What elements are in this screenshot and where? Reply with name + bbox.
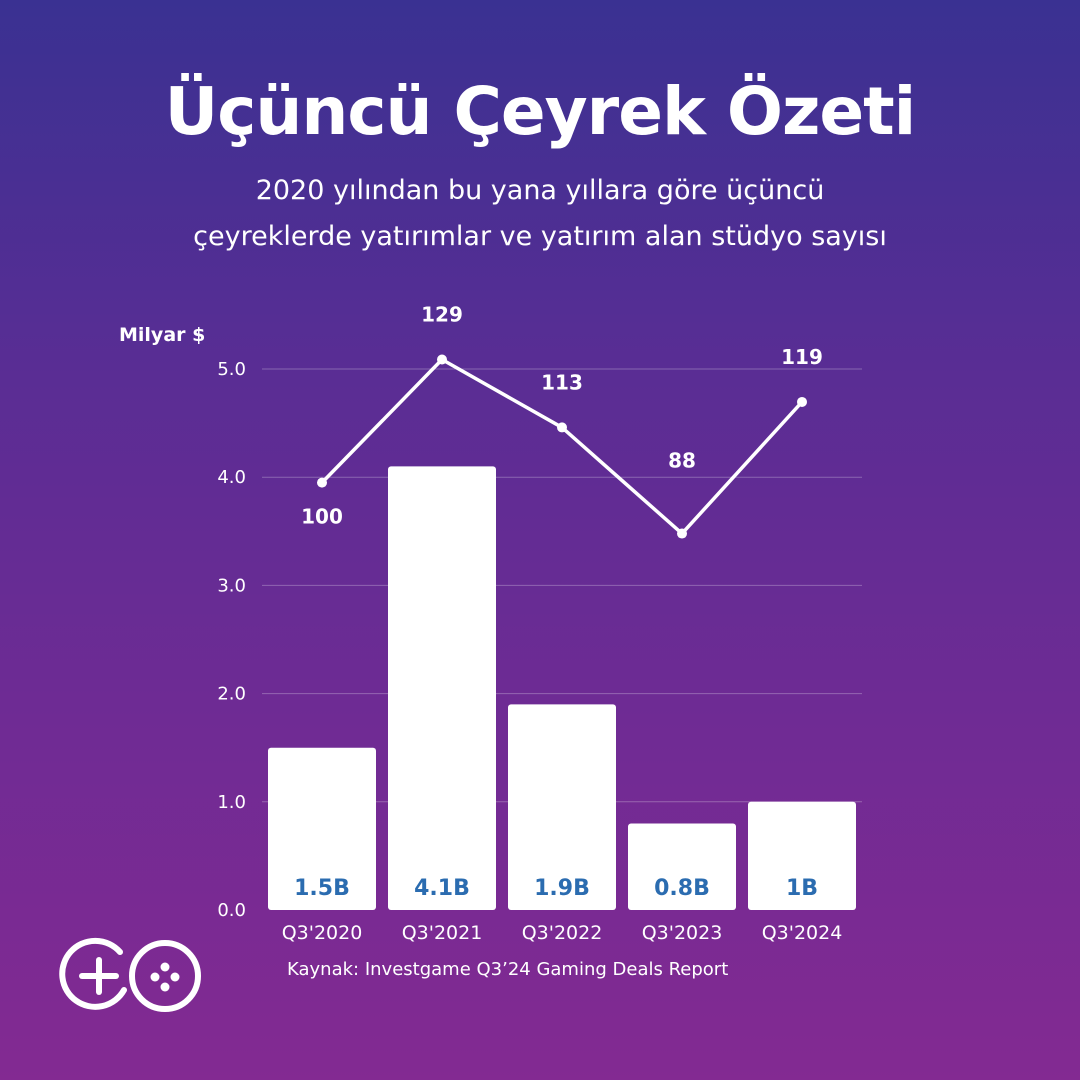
line-point-label: 129 [421, 303, 463, 327]
source-note: Kaynak: Investgame Q3’24 Gaming Deals Re… [287, 959, 729, 980]
y-tick-label: 2.0 [217, 684, 246, 705]
bar [628, 823, 736, 910]
x-tick-label: Q3'2024 [762, 922, 843, 944]
line-point-label: 113 [541, 370, 583, 394]
line-layer [317, 354, 807, 539]
bar-value-label: 1.9B [534, 876, 590, 901]
y-tick-label: 3.0 [217, 575, 246, 596]
line-point-label: 88 [668, 449, 696, 473]
line-point [557, 422, 567, 433]
line-point [317, 477, 327, 488]
y-tick-label: 0.0 [217, 900, 246, 921]
line-point-label: 119 [781, 345, 823, 369]
bar [508, 704, 616, 910]
y-tick-label: 4.0 [217, 467, 246, 488]
y-axis-unit-label: Milyar $ [119, 324, 205, 346]
bar-value-label: 1.5B [294, 876, 350, 901]
x-tick-label: Q3'2020 [282, 922, 363, 944]
bar [748, 801, 856, 910]
subtitle-line-2: çeyreklerde yatırımlar ve yatırım alan s… [193, 221, 887, 252]
page-title: Üçüncü Çeyrek Özeti [164, 73, 917, 150]
bar [388, 466, 496, 910]
page-subtitle: 2020 yılından bu yana yıllara göre üçünc… [0, 168, 1080, 260]
bar-value-label: 0.8B [654, 876, 710, 901]
line-point [797, 396, 807, 407]
game-controller-go-logo-icon [59, 937, 201, 1012]
bar-value-label: 1B [786, 876, 818, 901]
bar-layer [268, 466, 856, 910]
line-point-label: 100 [301, 505, 343, 529]
y-tick-label: 1.0 [217, 792, 246, 813]
x-tick-label: Q3'2022 [522, 922, 603, 944]
y-tick-label: 5.0 [217, 359, 246, 380]
line-point [677, 528, 687, 539]
line-point [437, 354, 447, 365]
subtitle-line-1: 2020 yılından bu yana yıllara göre üçünc… [255, 175, 825, 206]
bar-value-label: 4.1B [414, 876, 470, 901]
x-tick-label: Q3'2023 [642, 922, 723, 944]
x-tick-label: Q3'2021 [402, 922, 483, 944]
bar [268, 747, 376, 910]
label-layer: 1.5B Q3'2020 4.1B Q3'2021 1.9B Q3'2022 0.8B Q3'… [282, 303, 843, 944]
